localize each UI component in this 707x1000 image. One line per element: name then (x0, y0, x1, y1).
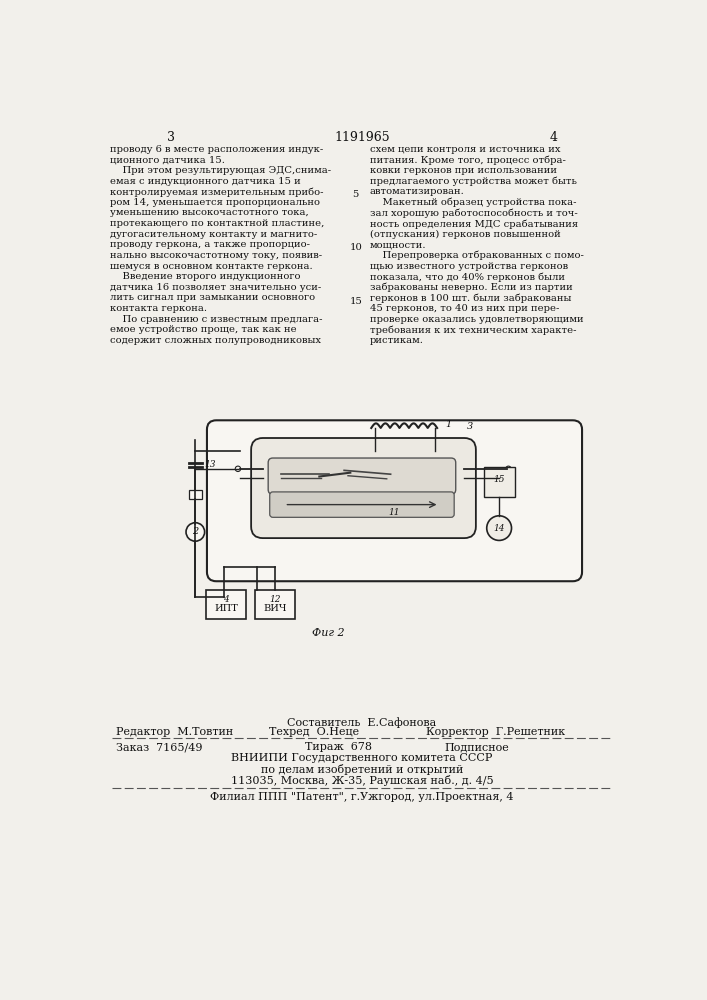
Text: щью известного устройства герконов: щью известного устройства герконов (370, 262, 568, 271)
Text: Составитель  Е.Сафонова: Составитель Е.Сафонова (287, 717, 437, 728)
Text: уменьшению высокочастотного тока,: уменьшению высокочастотного тока, (110, 208, 309, 217)
Text: 3: 3 (467, 422, 473, 431)
Text: мощности.: мощности. (370, 240, 426, 249)
Text: 15: 15 (493, 475, 505, 484)
Text: При этом результирующая ЭДС,снима-: При этом результирующая ЭДС,снима- (110, 166, 331, 175)
Text: ВИЧ: ВИЧ (264, 604, 287, 613)
Bar (189, 490, 201, 499)
Text: 1: 1 (445, 420, 451, 429)
Text: Редактор  М.Товтин: Редактор М.Товтин (115, 727, 233, 737)
Text: ционного датчика 15.: ционного датчика 15. (110, 155, 225, 164)
Text: 1191965: 1191965 (334, 131, 390, 144)
Text: 4: 4 (549, 131, 557, 144)
Bar (255, 590, 296, 619)
Text: по делам изобретений и открытий: по делам изобретений и открытий (261, 764, 463, 775)
FancyBboxPatch shape (270, 492, 454, 517)
Text: 4: 4 (223, 595, 229, 604)
Text: зал хорошую работоспособность и точ-: зал хорошую работоспособность и точ- (370, 208, 578, 218)
Text: шемуся в основном контакте геркона.: шемуся в основном контакте геркона. (110, 262, 312, 271)
Text: По сравнению с известным предлага-: По сравнению с известным предлага- (110, 315, 322, 324)
Text: контролируемая измерительным прибо-: контролируемая измерительным прибо- (110, 187, 324, 197)
Text: ристикам.: ристикам. (370, 336, 423, 345)
Text: требования к их техническим характе-: требования к их техническим характе- (370, 325, 576, 335)
Text: 11: 11 (389, 508, 400, 517)
Text: Филиал ППП "Патент", г.Ужгород, ул.Проектная, 4: Филиал ППП "Патент", г.Ужгород, ул.Проек… (210, 792, 514, 802)
Text: Подписное: Подписное (445, 742, 510, 752)
Text: ИПТ: ИПТ (214, 604, 238, 613)
Text: 45 герконов, то 40 из них при пере-: 45 герконов, то 40 из них при пере- (370, 304, 559, 313)
Text: Введение второго индукционного: Введение второго индукционного (110, 272, 300, 281)
Text: забракованы неверно. Если из партии: забракованы неверно. Если из партии (370, 283, 573, 292)
Text: Макетный образец устройства пока-: Макетный образец устройства пока- (370, 198, 576, 207)
Text: Заказ  7165/49: Заказ 7165/49 (115, 742, 202, 752)
FancyBboxPatch shape (268, 458, 456, 494)
Text: проводу геркона, а также пропорцио-: проводу геркона, а также пропорцио- (110, 240, 310, 249)
Bar (206, 590, 247, 619)
Text: ность определения МДС срабатывания: ность определения МДС срабатывания (370, 219, 578, 229)
Circle shape (506, 466, 511, 472)
Text: герконов в 100 шт. были забракованы: герконов в 100 шт. были забракованы (370, 293, 571, 303)
Text: Перепроверка отбракованных с помо-: Перепроверка отбракованных с помо- (370, 251, 583, 260)
Text: 12: 12 (269, 595, 281, 604)
Text: Тираж  678: Тираж 678 (305, 742, 373, 752)
Text: 13: 13 (204, 460, 216, 469)
Text: 5: 5 (353, 190, 359, 199)
Text: проводу 6 в месте расположения индук-: проводу 6 в месте расположения индук- (110, 145, 323, 154)
Bar (484, 466, 515, 497)
Text: протекающего по контактной пластине,: протекающего по контактной пластине, (110, 219, 325, 228)
Text: 113035, Москва, Ж-35, Раушская наб., д. 4/5: 113035, Москва, Ж-35, Раушская наб., д. … (230, 774, 493, 786)
Text: показала, что до 40% герконов были: показала, что до 40% герконов были (370, 272, 565, 282)
Text: питания. Кроме того, процесс отбра-: питания. Кроме того, процесс отбра- (370, 155, 566, 165)
Text: ковки герконов при использовании: ковки герконов при использовании (370, 166, 556, 175)
Text: дугогасительному контакту и магнито-: дугогасительному контакту и магнито- (110, 230, 317, 239)
Circle shape (486, 516, 512, 540)
Text: ВНИИПИ Государственного комитета СССР: ВНИИПИ Государственного комитета СССР (231, 753, 493, 763)
Text: контакта геркона.: контакта геркона. (110, 304, 207, 313)
Text: 2: 2 (192, 527, 199, 536)
Text: 3: 3 (168, 131, 175, 144)
FancyBboxPatch shape (207, 420, 582, 581)
Text: автоматизирован.: автоматизирован. (370, 187, 464, 196)
Text: 14: 14 (493, 524, 505, 533)
Text: емая с индукционного датчика 15 и: емая с индукционного датчика 15 и (110, 177, 300, 186)
Circle shape (235, 466, 240, 472)
Text: Корректор  Г.Решетник: Корректор Г.Решетник (426, 727, 565, 737)
Text: проверке оказались удовлетворяющими: проверке оказались удовлетворяющими (370, 315, 583, 324)
Text: датчика 16 позволяет значительно уси-: датчика 16 позволяет значительно уси- (110, 283, 321, 292)
Text: ром 14, уменьшается пропорционально: ром 14, уменьшается пропорционально (110, 198, 320, 207)
Circle shape (186, 523, 204, 541)
FancyBboxPatch shape (251, 438, 476, 538)
Text: 10: 10 (349, 243, 362, 252)
Text: 15: 15 (349, 297, 362, 306)
Text: емое устройство проще, так как не: емое устройство проще, так как не (110, 325, 297, 334)
Text: содержит сложных полупроводниковых: содержит сложных полупроводниковых (110, 336, 321, 345)
Text: (отпускания) герконов повышенной: (отпускания) герконов повышенной (370, 230, 561, 239)
Text: схем цепи контроля и источника их: схем цепи контроля и источника их (370, 145, 560, 154)
Text: Техред  О.Неце: Техред О.Неце (269, 727, 359, 737)
Text: Фиг 2: Фиг 2 (312, 628, 345, 638)
Text: нально высокочастотному току, появив-: нально высокочастотному току, появив- (110, 251, 322, 260)
Text: предлагаемого устройства может быть: предлагаемого устройства может быть (370, 177, 577, 186)
Text: лить сигнал при замыкании основного: лить сигнал при замыкании основного (110, 293, 315, 302)
